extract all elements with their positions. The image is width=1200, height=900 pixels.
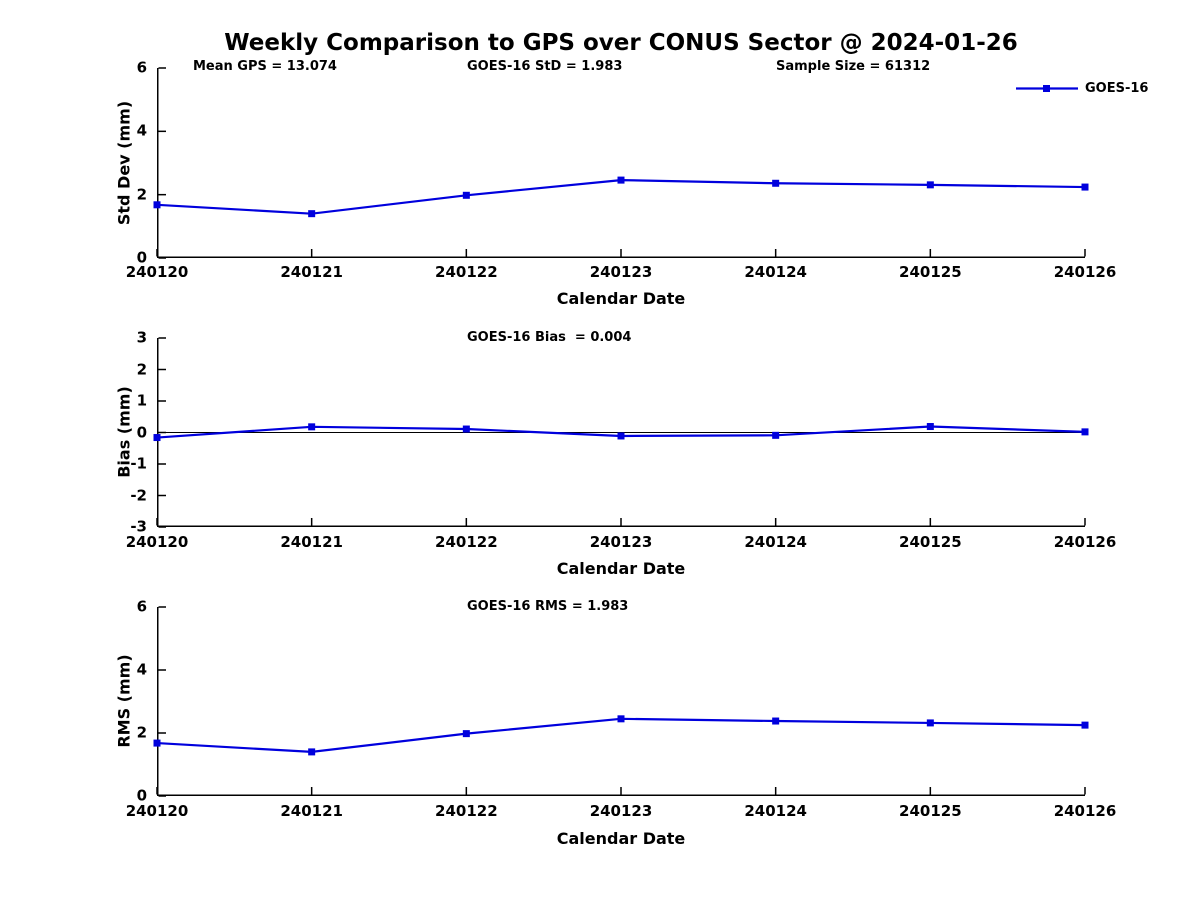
rms-x-ticks: 240120 240121 240122 240123 240124 240125 2401… bbox=[126, 802, 1117, 822]
x-axis-label-calendar-date: Calendar Date bbox=[556, 559, 686, 578]
x-tick-label: 240123 bbox=[589, 533, 653, 551]
y-tick-label: 2 bbox=[136, 185, 147, 204]
figure-title: Weekly Comparison to GPS over CONUS Sect… bbox=[224, 30, 1018, 56]
y-tick-label: 1 bbox=[136, 391, 147, 410]
annotation-goes16-bias: GOES-16 Bias = 0.004 bbox=[467, 330, 632, 345]
x-tick-label: 240122 bbox=[435, 263, 498, 281]
x-tick-label: 240125 bbox=[899, 802, 962, 820]
std-dev-y-ticks: 0 2 4 6 bbox=[0, 60, 147, 265]
x-tick-label: 240120 bbox=[125, 533, 189, 551]
y-tick-label: 0 bbox=[136, 248, 147, 267]
legend: GOES-16 bbox=[1016, 80, 1148, 97]
y-tick-label: 4 bbox=[136, 121, 147, 140]
bias-y-ticks: 3 2 1 0 -1 -2 -3 bbox=[0, 330, 147, 534]
y-tick-label: -1 bbox=[130, 454, 147, 473]
x-axis-label-calendar-date: Calendar Date bbox=[556, 289, 686, 308]
x-tick-label: 240121 bbox=[280, 263, 343, 281]
y-tick-label: 3 bbox=[136, 328, 147, 347]
y-tick-label: 6 bbox=[136, 597, 147, 616]
x-tick-label: 240120 bbox=[125, 802, 189, 820]
legend-line-marker-swatch bbox=[1016, 85, 1078, 92]
std-dev-x-ticks: 240120 240121 240122 240123 240124 240125 2401… bbox=[126, 263, 1117, 283]
x-tick-label: 240126 bbox=[1053, 263, 1117, 281]
y-tick-label: 2 bbox=[136, 360, 147, 378]
y-tick-label: 2 bbox=[136, 723, 147, 742]
annotation-goes16-std: GOES-16 StD = 1.983 bbox=[467, 59, 623, 74]
x-tick-label: 240125 bbox=[899, 263, 962, 281]
x-tick-label: 240126 bbox=[1053, 533, 1117, 551]
y-tick-label: 4 bbox=[136, 660, 147, 679]
x-tick-label: 240123 bbox=[589, 263, 653, 281]
annotation-mean-gps: Mean GPS = 13.074 bbox=[193, 59, 337, 74]
x-tick-label: 240123 bbox=[589, 802, 653, 820]
x-tick-label: 240126 bbox=[1053, 802, 1117, 820]
bias-x-ticks: 240120 240121 240122 240123 240124 240125 2401… bbox=[126, 533, 1117, 553]
x-tick-label: 240125 bbox=[899, 533, 962, 551]
x-tick-label: 240122 bbox=[435, 802, 498, 820]
x-tick-label: 240121 bbox=[280, 533, 343, 551]
x-tick-label: 240122 bbox=[435, 533, 498, 551]
x-tick-label: 240120 bbox=[125, 263, 189, 281]
bias-plot bbox=[153, 337, 1089, 528]
legend-label: GOES-16 bbox=[1085, 81, 1149, 96]
y-tick-label: -3 bbox=[130, 517, 147, 536]
y-tick-label: 0 bbox=[136, 423, 147, 441]
x-tick-label: 240121 bbox=[280, 802, 343, 820]
rms-y-ticks: 0 2 4 6 bbox=[0, 599, 147, 803]
y-tick-label: -2 bbox=[130, 486, 147, 504]
x-axis-label-calendar-date: Calendar Date bbox=[556, 829, 686, 848]
annotation-sample-size: Sample Size = 61312 bbox=[776, 59, 931, 74]
std-dev-plot bbox=[153, 67, 1089, 259]
x-tick-label: 240124 bbox=[744, 802, 807, 820]
y-tick-label: 6 bbox=[136, 58, 147, 77]
annotation-goes16-rms: GOES-16 RMS = 1.983 bbox=[467, 599, 629, 614]
y-tick-label: 0 bbox=[136, 786, 147, 805]
x-tick-label: 240124 bbox=[744, 533, 807, 551]
x-tick-label: 240124 bbox=[744, 263, 807, 281]
rms-plot bbox=[153, 606, 1089, 797]
